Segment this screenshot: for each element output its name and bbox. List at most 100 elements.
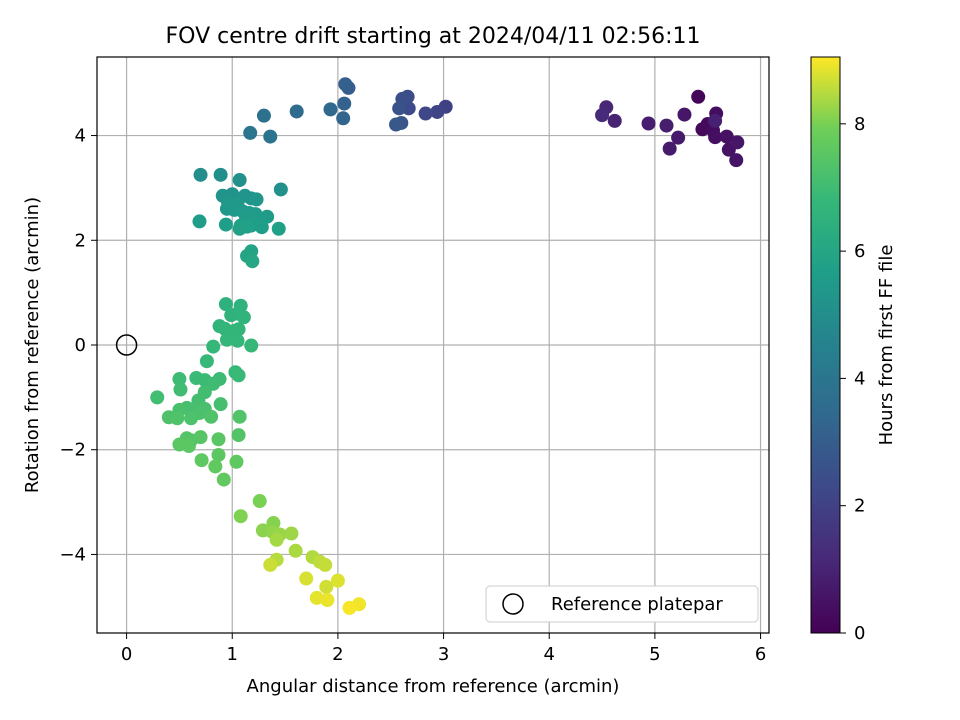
data-point xyxy=(263,129,278,144)
data-point xyxy=(232,173,247,188)
data-point xyxy=(662,141,677,156)
data-point xyxy=(245,254,260,269)
data-point xyxy=(213,397,228,412)
data-point xyxy=(319,579,334,594)
data-point xyxy=(719,129,734,144)
legend-marker xyxy=(502,593,524,615)
data-point xyxy=(323,102,338,117)
data-point xyxy=(641,116,656,131)
data-point xyxy=(219,332,234,347)
data-point xyxy=(337,96,352,111)
data-point xyxy=(271,221,286,236)
data-point xyxy=(184,411,199,426)
data-point xyxy=(708,113,723,128)
data-point xyxy=(233,509,248,524)
plot-area-frame xyxy=(96,56,770,634)
data-point xyxy=(318,557,333,572)
data-point xyxy=(150,390,165,405)
data-point xyxy=(243,125,258,140)
chart-title: FOV centre drift starting at 2024/04/11 … xyxy=(166,24,701,49)
data-point xyxy=(595,108,610,123)
data-point xyxy=(730,135,745,150)
axis-ticks: 0 1 2 3 4 5 6 −4 −2 0 2 4 xyxy=(59,126,766,665)
data-point xyxy=(211,432,226,447)
data-point xyxy=(216,472,231,487)
data-point xyxy=(336,111,351,126)
data-point xyxy=(231,368,246,383)
legend-label: Reference platepar xyxy=(551,594,723,615)
legend-box xyxy=(485,585,759,623)
data-point xyxy=(249,192,264,207)
data-point xyxy=(232,409,247,424)
data-point xyxy=(284,526,299,541)
data-point xyxy=(659,118,674,133)
data-point xyxy=(299,571,314,586)
data-point xyxy=(342,600,357,615)
data-point xyxy=(192,214,207,229)
scatter-points xyxy=(115,77,745,615)
colorbar-tick-label: 6 xyxy=(854,241,865,262)
data-point xyxy=(173,382,188,397)
data-point xyxy=(218,297,233,312)
data-point xyxy=(211,447,226,462)
x-tick-label: 1 xyxy=(227,644,238,665)
y-tick-label: 4 xyxy=(75,126,86,147)
data-point xyxy=(430,104,445,119)
y-axis-label: Rotation from reference (arcmin) xyxy=(22,197,43,493)
x-axis-label: Angular distance from reference (arcmin) xyxy=(247,676,620,697)
data-point xyxy=(231,322,246,337)
data-point xyxy=(181,439,196,454)
data-point xyxy=(263,557,278,572)
data-point xyxy=(193,167,208,182)
data-point xyxy=(236,310,251,325)
x-tick-label: 3 xyxy=(438,644,449,665)
data-point xyxy=(708,130,723,145)
legend: Reference platepar xyxy=(485,585,759,623)
data-point xyxy=(206,339,221,354)
data-point xyxy=(229,454,244,469)
colorbar xyxy=(810,56,841,634)
data-point xyxy=(389,117,404,132)
data-point xyxy=(218,217,233,232)
data-point xyxy=(273,182,288,197)
colorbar-ticks: 0 2 4 6 8 xyxy=(840,114,865,644)
data-point xyxy=(199,354,214,369)
data-point xyxy=(607,113,622,128)
data-point xyxy=(208,459,223,474)
data-point xyxy=(260,209,275,224)
colorbar-tick-label: 0 xyxy=(854,623,865,644)
data-point xyxy=(338,77,353,92)
y-tick-label: −4 xyxy=(59,544,86,565)
data-point xyxy=(330,573,345,588)
data-point xyxy=(729,153,744,168)
colorbar-tick-label: 8 xyxy=(854,114,865,135)
y-tick-label: 0 xyxy=(75,335,86,356)
data-point xyxy=(269,532,284,547)
data-point xyxy=(671,130,686,145)
x-tick-label: 0 xyxy=(121,644,132,665)
data-point xyxy=(418,106,433,121)
data-point xyxy=(172,372,187,387)
colorbar-label: Hours from first FF file xyxy=(876,245,897,446)
data-point xyxy=(224,308,239,323)
data-point xyxy=(252,494,267,509)
data-point xyxy=(691,89,706,104)
x-tick-label: 5 xyxy=(649,644,660,665)
data-point xyxy=(320,593,335,608)
colorbar-tick-label: 2 xyxy=(854,496,865,517)
data-point xyxy=(232,221,247,236)
data-point xyxy=(244,338,259,353)
data-point xyxy=(213,167,228,182)
data-point xyxy=(254,220,269,235)
y-tick-label: 2 xyxy=(75,230,86,251)
x-tick-label: 6 xyxy=(755,644,766,665)
data-point xyxy=(231,428,246,443)
data-point xyxy=(230,333,245,348)
data-point xyxy=(289,104,304,119)
x-tick-label: 2 xyxy=(332,644,343,665)
reference-platepar-marker xyxy=(115,334,138,356)
data-point xyxy=(194,453,209,468)
data-point xyxy=(256,108,271,123)
